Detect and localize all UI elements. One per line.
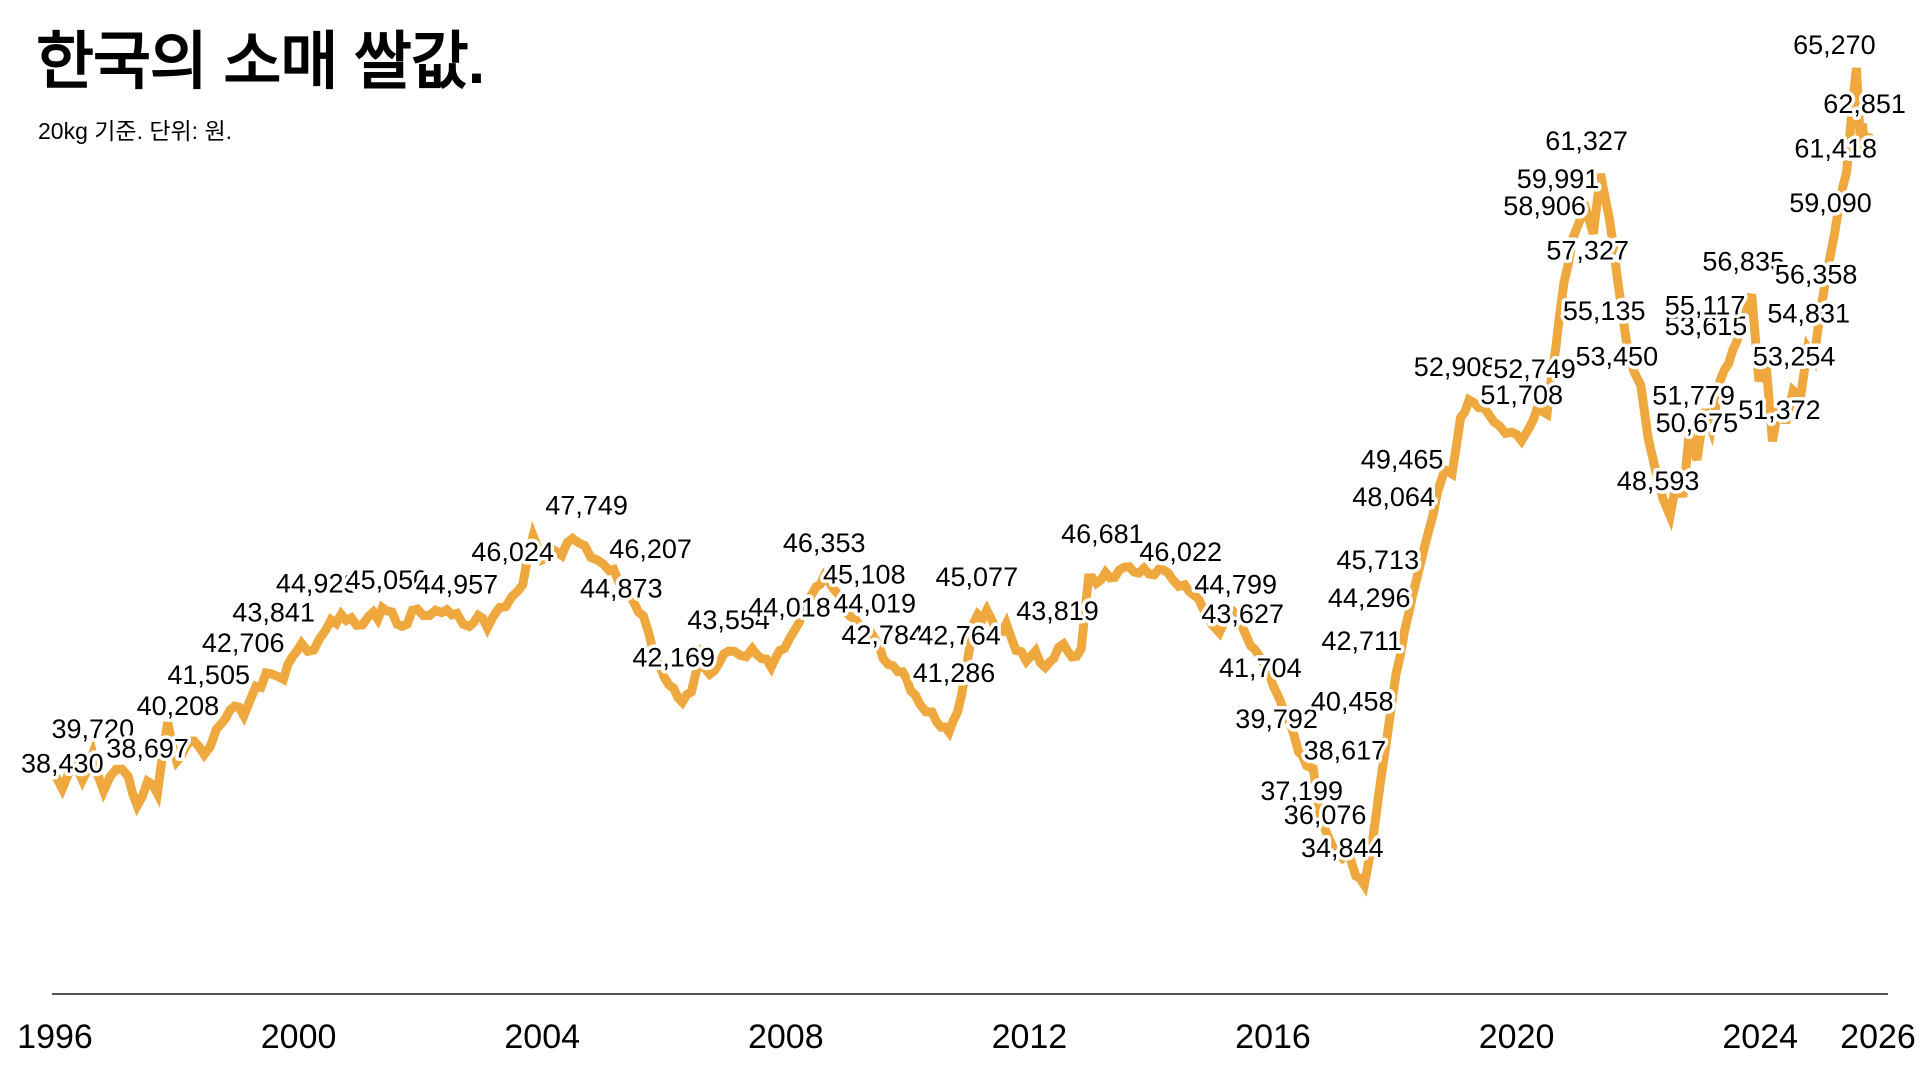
data-point-label: 53,450 — [1576, 341, 1659, 371]
price-line — [51, 67, 1874, 897]
data-point-label: 50,675 — [1656, 408, 1739, 438]
data-point-label: 45,050 — [346, 565, 429, 595]
data-point-label: 44,799 — [1194, 570, 1277, 600]
data-point-label: 48,593 — [1617, 466, 1700, 496]
data-point-label: 42,706 — [202, 628, 285, 658]
data-point-label: 45,077 — [936, 562, 1019, 592]
data-point-label: 46,353 — [783, 528, 866, 558]
x-axis-tick-label: 2026 — [1840, 1018, 1916, 1056]
data-point-label: 34,844 — [1301, 833, 1384, 863]
data-point-label: 46,024 — [471, 537, 554, 567]
chart-subtitle: 20kg 기준. 단위: 원. — [38, 118, 233, 145]
x-axis-tick-label: 2024 — [1722, 1018, 1798, 1056]
data-point-label: 38,697 — [106, 734, 189, 764]
data-point-label: 40,208 — [137, 691, 220, 721]
data-point-label: 45,713 — [1337, 545, 1420, 575]
data-point-label: 44,957 — [416, 569, 499, 599]
x-axis-tick-label: 2008 — [748, 1018, 824, 1056]
data-point-label: 55,117 — [1665, 291, 1746, 321]
data-point-label: 59,090 — [1789, 188, 1872, 218]
data-point-label: 41,286 — [913, 658, 996, 688]
data-point-label: 38,430 — [21, 749, 104, 779]
x-axis-tick-label: 2020 — [1479, 1018, 1555, 1056]
data-point-label: 42,764 — [918, 620, 1001, 650]
data-point-label: 41,704 — [1219, 653, 1302, 683]
data-point-label: 61,418 — [1794, 133, 1877, 163]
data-point-label: 44,296 — [1328, 583, 1411, 613]
data-point-label: 57,327 — [1546, 235, 1629, 265]
chart-header: 한국의 소매 쌀값. 20kg 기준. 단위: 원. — [36, 26, 485, 146]
data-point-label: 62,851 — [1823, 89, 1906, 119]
data-point-label: 43,819 — [1016, 596, 1099, 626]
data-point-label: 61,327 — [1545, 126, 1628, 156]
x-axis-tick-label: 1996 — [17, 1018, 93, 1056]
data-point-label: 45,108 — [823, 559, 906, 589]
data-point-label: 39,720 — [52, 714, 135, 744]
data-point-label: 46,207 — [609, 534, 692, 564]
data-point-label: 56,835 — [1702, 247, 1785, 277]
data-point-label: 37,199 — [1260, 776, 1343, 806]
data-point-label: 46,022 — [1139, 537, 1222, 567]
data-point-label: 51,708 — [1480, 380, 1563, 410]
chart-title: 한국의 소매 쌀값. — [36, 27, 485, 97]
x-axis-tick-label: 2000 — [261, 1018, 337, 1056]
data-point-label: 39,792 — [1235, 704, 1318, 734]
data-point-label: 44,018 — [748, 593, 831, 623]
data-point-label: 52,749 — [1493, 354, 1576, 384]
data-point-label: 43,554 — [687, 605, 770, 635]
data-point-label: 40,458 — [1311, 686, 1394, 716]
data-point-label: 44,019 — [833, 589, 916, 619]
data-point-label: 47,749 — [545, 491, 628, 521]
data-point-label: 53,615 — [1665, 311, 1748, 341]
data-point-label: 42,169 — [632, 642, 715, 672]
x-axis-tick-label: 2016 — [1235, 1018, 1311, 1056]
data-point-label: 55,135 — [1563, 296, 1646, 326]
data-point-label: 51,372 — [1738, 395, 1821, 425]
data-point-label: 56,358 — [1775, 259, 1858, 289]
data-point-label: 43,841 — [232, 597, 315, 627]
data-point-label: 43,627 — [1201, 599, 1284, 629]
data-point-label: 54,831 — [1767, 298, 1850, 328]
data-point-label: 36,076 — [1284, 800, 1367, 830]
data-point-label: 58,906 — [1503, 191, 1586, 221]
data-point-label: 46,681 — [1061, 519, 1144, 549]
data-point-label: 38,617 — [1304, 736, 1387, 766]
data-point-label: 59,991 — [1517, 164, 1600, 194]
data-point-label: 48,064 — [1352, 482, 1435, 512]
data-point-label: 44,923 — [276, 568, 359, 598]
data-point-label: 51,779 — [1652, 380, 1735, 410]
data-point-label: 49,465 — [1361, 444, 1444, 474]
data-point-label: 53,254 — [1753, 342, 1836, 372]
data-point-label: 42,711 — [1321, 626, 1402, 656]
data-point-label: 65,270 — [1793, 30, 1876, 60]
x-axis-tick-label: 2004 — [504, 1018, 580, 1056]
data-point-label: 44,873 — [580, 574, 663, 604]
data-point-label: 42,784 — [841, 620, 924, 650]
data-point-label: 41,505 — [167, 660, 250, 690]
data-point-label: 52,908 — [1414, 352, 1497, 382]
x-axis-tick-label: 2012 — [992, 1018, 1068, 1056]
